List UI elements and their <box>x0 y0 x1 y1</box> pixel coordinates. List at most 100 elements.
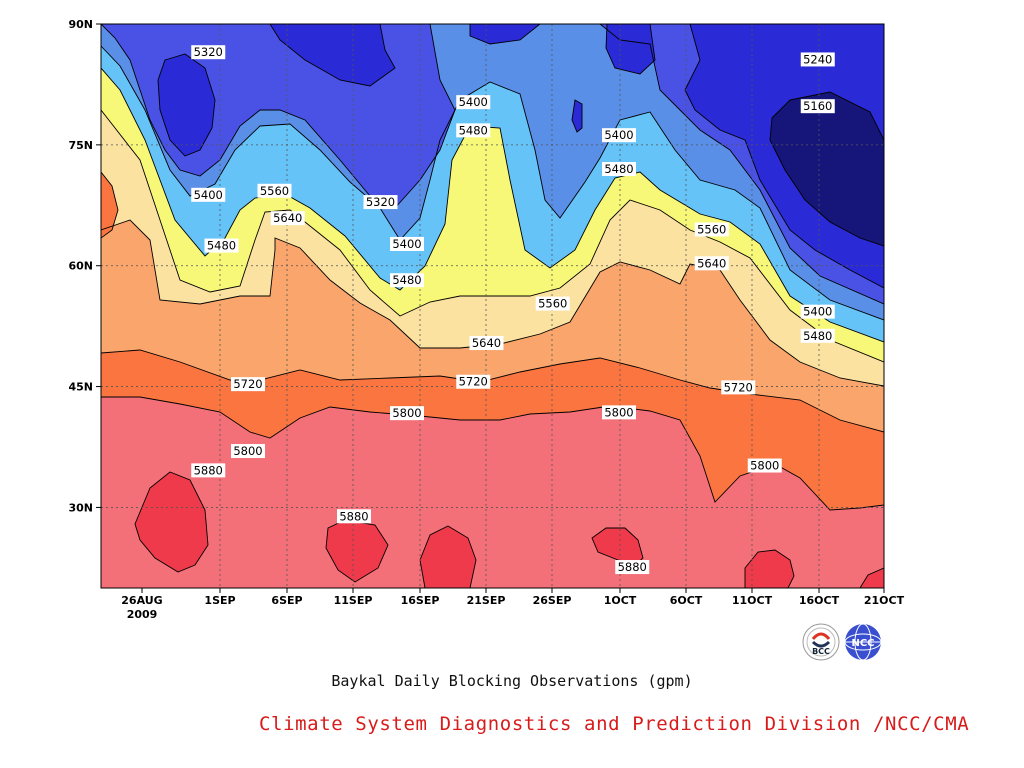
contour-label: 5880 <box>615 560 650 575</box>
contour-line <box>101 24 884 343</box>
contour-label-text: 5640 <box>472 336 501 350</box>
contour-label-text: 5400 <box>604 128 633 142</box>
contour-label-box <box>800 304 835 319</box>
contour-label-text: 5880 <box>618 560 647 574</box>
contour-label-text: 5320 <box>194 45 223 59</box>
x-tick-label: 16OCT <box>799 594 840 607</box>
contour-line <box>744 549 795 588</box>
contour-label-box <box>615 560 650 575</box>
contour-label-box <box>363 195 398 210</box>
contour-label: 5640 <box>270 211 305 226</box>
contour-label-text: 5720 <box>233 377 262 391</box>
contour-label-box <box>747 458 782 473</box>
x-tick-label: 21OCT <box>864 594 905 607</box>
contour-label: 5720 <box>231 377 265 392</box>
contour-label-box <box>456 374 491 389</box>
contour-line <box>605 24 656 75</box>
contour-label-box <box>270 211 305 226</box>
ncc-logo-text: NCC <box>851 638 874 649</box>
contour-label-box <box>469 336 504 351</box>
contour-label: 5240 <box>800 52 835 67</box>
ncc-logo: NCC <box>844 623 882 661</box>
fill-patch-g <box>101 172 118 238</box>
contour-label-box <box>694 256 729 271</box>
x-tick-label: 1OCT <box>604 594 637 607</box>
contour-label-box <box>204 238 239 253</box>
contour-label-text: 5640 <box>697 256 726 270</box>
contour-line <box>591 527 644 569</box>
contour-label-text: 5400 <box>459 95 488 109</box>
contour-label: 5640 <box>694 256 729 271</box>
contour-line <box>101 24 884 387</box>
y-tick-label: 75N <box>68 139 93 152</box>
contour-label: 5320 <box>191 45 226 60</box>
contour-label-text: 5400 <box>803 305 832 319</box>
contour-label: 5800 <box>602 405 636 420</box>
axes: 26AUG 1SEP 6SEP 11SEP 16SEP 21SEP 26SEP 1OCT 6OC… <box>68 18 904 621</box>
bcc-logo-text: BCC <box>812 647 830 656</box>
contour-fills <box>101 24 884 588</box>
x-year-label: 2009 <box>127 608 158 621</box>
contour-label: 5480 <box>204 238 239 253</box>
contour-line <box>419 525 477 588</box>
contour-label-box <box>390 406 424 421</box>
contour-label-box <box>602 162 636 177</box>
contour-line <box>769 91 884 247</box>
contour-line <box>101 24 884 321</box>
contour-label-box <box>602 405 636 420</box>
x-tick-label: 1SEP <box>204 594 235 607</box>
contour-label: 5720 <box>721 380 756 395</box>
x-tick-label: 26AUG <box>121 594 162 607</box>
contour-label-box <box>456 95 491 110</box>
contour-label: 5560 <box>257 183 292 198</box>
contour-label: 5800 <box>747 458 782 473</box>
contour-label-text: 5560 <box>538 297 567 311</box>
contour-label: 5400 <box>602 128 636 143</box>
contour-label-box <box>257 183 292 198</box>
contour-line <box>101 24 884 511</box>
contour-label-box <box>800 52 835 67</box>
contour-label: 5480 <box>800 328 835 343</box>
contour-label-box <box>191 463 226 478</box>
contour-label-text: 5480 <box>207 239 236 253</box>
contour-label-box <box>535 296 570 311</box>
fill-blob-5240-d <box>572 100 582 132</box>
contour-label-text: 5720 <box>459 375 488 389</box>
fill-blob-5160-ne <box>770 92 884 246</box>
x-tick-label: 11SEP <box>334 594 373 607</box>
contour-label: 5160 <box>800 99 835 114</box>
y-tick-label: 90N <box>68 18 93 31</box>
contour-label: 5400 <box>390 236 424 251</box>
contour-label-box <box>337 509 371 524</box>
x-tick-label: 6SEP <box>271 594 302 607</box>
contour-label-text: 5480 <box>392 273 421 287</box>
contour-label: 5720 <box>456 374 491 389</box>
fill-blob-5240-b <box>270 24 395 86</box>
contour-label-box <box>390 273 424 288</box>
contour-label-box <box>694 222 729 237</box>
contour-label-box <box>800 99 835 114</box>
contour-label-box <box>231 444 265 459</box>
contour-label-text: 5480 <box>803 329 832 343</box>
contour-label-box <box>191 45 226 60</box>
contour-line <box>684 24 884 289</box>
contour-line <box>469 24 541 45</box>
contour-label-text: 5800 <box>392 406 421 420</box>
fill-patch-c <box>420 526 476 588</box>
contour-label-text: 5800 <box>233 444 262 458</box>
contour-label-text: 5480 <box>604 162 633 176</box>
contour-label: 5480 <box>602 162 636 177</box>
contour-label-box <box>231 377 265 392</box>
contour-label: 5880 <box>191 463 226 478</box>
contour-label: 5400 <box>456 95 491 110</box>
contour-label-text: 5800 <box>604 405 633 419</box>
y-tick-label: 60N <box>68 260 93 273</box>
x-tick-label: 11OCT <box>732 594 773 607</box>
contour-line <box>269 24 396 87</box>
contour-line <box>101 171 119 239</box>
fill-patch-b <box>326 520 388 582</box>
contour-label: 5480 <box>456 123 491 138</box>
contour-label-text: 5560 <box>260 184 289 198</box>
contour-labels: 5320 5400 5480 5560 5640 5320 5400 5480 5400 5480… <box>191 45 835 575</box>
